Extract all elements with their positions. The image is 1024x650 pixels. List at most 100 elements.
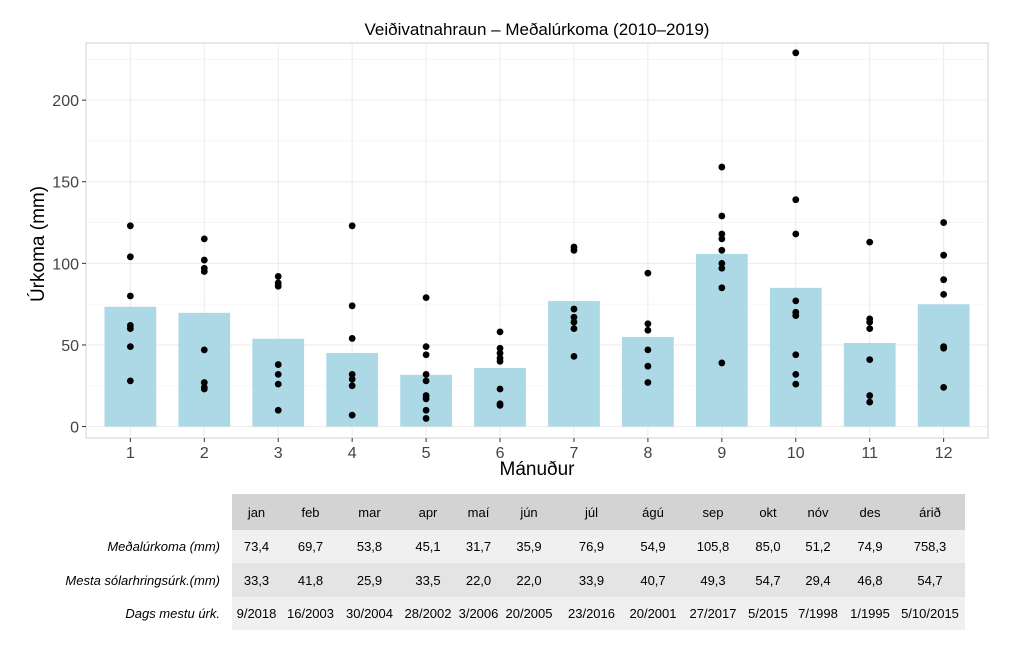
bar-month-12 bbox=[917, 304, 970, 427]
data-point-month-10 bbox=[792, 49, 800, 57]
data-point-month-11 bbox=[866, 325, 874, 333]
data-point-month-3 bbox=[274, 406, 282, 414]
data-point-month-1 bbox=[126, 292, 134, 300]
table-cell: 49,3 bbox=[681, 563, 745, 597]
data-point-month-1 bbox=[126, 222, 134, 230]
data-point-month-11 bbox=[866, 238, 874, 246]
data-point-month-7 bbox=[570, 313, 578, 321]
data-point-month-5 bbox=[422, 343, 430, 350]
table-row-label: Dags mestu úrk. bbox=[125, 606, 220, 621]
data-point-month-10 bbox=[792, 370, 800, 378]
table-cell: 28/2002 bbox=[399, 597, 457, 630]
data-point-month-7 bbox=[570, 352, 578, 360]
data-point-month-4 bbox=[348, 302, 356, 310]
x-tick-label: 7 bbox=[570, 445, 579, 462]
table-cell: 22,0 bbox=[457, 563, 500, 597]
data-point-month-12 bbox=[940, 276, 948, 284]
table-cell: 54,7 bbox=[745, 563, 791, 597]
table-cell: 22,0 bbox=[500, 563, 558, 597]
data-point-month-8 bbox=[644, 320, 652, 328]
data-point-month-2 bbox=[200, 235, 208, 243]
table-cell: 20/2001 bbox=[625, 597, 681, 630]
data-point-month-5 bbox=[422, 415, 430, 422]
data-point-month-5 bbox=[422, 294, 430, 302]
precipitation-chart: Veiðivatnahraun – Meðalúrkoma (2010–2019… bbox=[27, 20, 989, 480]
data-point-month-5 bbox=[422, 406, 430, 414]
x-tick-label: 9 bbox=[717, 445, 726, 462]
table-cell: 29,4 bbox=[791, 563, 845, 597]
data-point-month-4 bbox=[348, 375, 356, 383]
x-tick-label: 12 bbox=[935, 445, 953, 462]
data-point-month-10 bbox=[792, 351, 800, 359]
data-point-month-3 bbox=[274, 361, 282, 368]
data-point-month-9 bbox=[718, 259, 726, 267]
data-point-month-3 bbox=[274, 282, 282, 290]
table-cell: 69,7 bbox=[281, 530, 340, 563]
chart-title: Veiðivatnahraun – Meðalúrkoma (2010–2019… bbox=[365, 20, 710, 39]
data-point-month-7 bbox=[570, 246, 578, 254]
table-cell: 27/2017 bbox=[681, 597, 745, 630]
data-point-month-8 bbox=[644, 379, 652, 386]
data-point-month-9 bbox=[718, 264, 726, 272]
x-tick-label: 6 bbox=[496, 445, 505, 462]
data-point-month-7 bbox=[570, 325, 578, 333]
table-header-7: ágú bbox=[625, 494, 681, 530]
table-cell: 105,8 bbox=[681, 530, 745, 563]
table-cell: 5/2015 bbox=[745, 597, 791, 630]
data-point-month-6 bbox=[496, 349, 504, 357]
data-point-month-1 bbox=[126, 377, 134, 385]
data-point-month-9 bbox=[718, 246, 726, 254]
y-tick-label: 100 bbox=[52, 256, 79, 273]
data-point-month-9 bbox=[718, 359, 726, 367]
data-point-month-3 bbox=[274, 380, 282, 388]
data-point-month-11 bbox=[866, 392, 874, 399]
y-tick-label: 150 bbox=[52, 175, 79, 192]
data-point-month-11 bbox=[866, 356, 874, 364]
x-axis-title: Mánuður bbox=[500, 459, 576, 480]
x-tick-label: 8 bbox=[643, 445, 652, 462]
data-point-month-6 bbox=[496, 401, 504, 409]
data-point-month-9 bbox=[718, 284, 726, 292]
data-point-month-1 bbox=[126, 325, 134, 333]
table-header-9: okt bbox=[745, 494, 791, 530]
table-cell: 3/2006 bbox=[457, 597, 500, 630]
table-cell: 20/2005 bbox=[500, 597, 558, 630]
table-cell: 23/2016 bbox=[558, 597, 625, 630]
table-header-1: feb bbox=[281, 494, 340, 530]
table-cell: 31,7 bbox=[457, 530, 500, 563]
data-point-month-8 bbox=[644, 269, 652, 277]
table-cell: 74,9 bbox=[845, 530, 895, 563]
table-cell: 33,5 bbox=[399, 563, 457, 597]
bar-month-2 bbox=[178, 312, 231, 427]
data-point-month-8 bbox=[644, 326, 652, 334]
x-tick-label: 1 bbox=[126, 445, 135, 462]
y-tick-label: 0 bbox=[70, 420, 79, 437]
data-point-month-5 bbox=[422, 377, 430, 385]
data-point-month-1 bbox=[126, 253, 134, 261]
table-cell: 16/2003 bbox=[281, 597, 340, 630]
table-header-12: árið bbox=[895, 494, 965, 530]
data-point-month-10 bbox=[792, 380, 800, 388]
y-axis-title: Úrkoma (mm) bbox=[27, 186, 49, 302]
data-point-month-10 bbox=[792, 312, 800, 319]
bar-month-6 bbox=[474, 367, 526, 427]
data-point-month-2 bbox=[200, 346, 208, 354]
x-tick-label: 10 bbox=[787, 445, 805, 462]
plot-panel bbox=[85, 42, 989, 439]
data-point-month-8 bbox=[644, 362, 652, 370]
data-point-month-4 bbox=[348, 222, 356, 230]
data-point-month-12 bbox=[940, 251, 948, 259]
data-point-month-12 bbox=[940, 344, 948, 352]
data-point-month-2 bbox=[200, 379, 208, 386]
data-point-month-6 bbox=[496, 344, 504, 352]
table-cell: 7/1998 bbox=[791, 597, 845, 630]
table-cell: 54,7 bbox=[895, 563, 965, 597]
data-point-month-9 bbox=[718, 235, 726, 243]
table-cell: 5/10/2015 bbox=[895, 597, 965, 630]
table-cell: 45,1 bbox=[399, 530, 457, 563]
data-point-month-3 bbox=[274, 370, 282, 378]
table-header-8: sep bbox=[681, 494, 745, 530]
table-cell: 54,9 bbox=[625, 530, 681, 563]
data-point-month-7 bbox=[570, 305, 578, 313]
data-point-month-4 bbox=[348, 411, 356, 419]
